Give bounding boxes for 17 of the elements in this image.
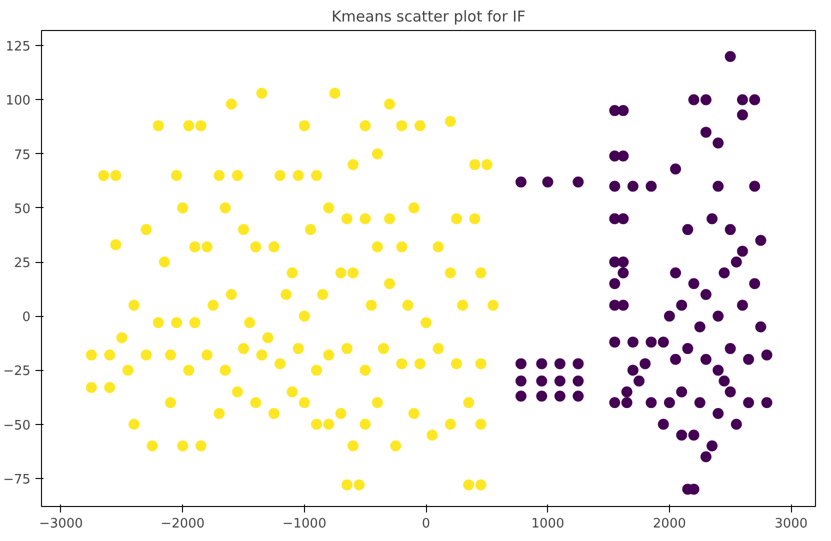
x-tick-label: 1000 [531, 516, 564, 532]
y-tick-label: −75 [3, 472, 31, 488]
x-tick-label: 3000 [774, 516, 808, 532]
x-tick-label: −1000 [282, 516, 326, 532]
y-tick-label: 75 [14, 148, 31, 163]
y-tick-label: 0 [22, 310, 31, 326]
x-tick-label: −3000 [38, 516, 83, 532]
x-tick-label: 0 [422, 516, 430, 532]
chart-title: Kmeans scatter plot for IF [331, 8, 526, 26]
y-tick-label: 25 [14, 256, 31, 272]
x-tick-label: −2000 [160, 516, 205, 532]
x-tick-label: 2000 [652, 516, 686, 532]
y-tick-label: −50 [3, 418, 31, 434]
y-tick-label: 50 [14, 202, 31, 217]
y-tick-label: 125 [6, 40, 31, 55]
y-tick-label: −25 [3, 364, 31, 380]
y-tick-label: 100 [6, 94, 31, 109]
